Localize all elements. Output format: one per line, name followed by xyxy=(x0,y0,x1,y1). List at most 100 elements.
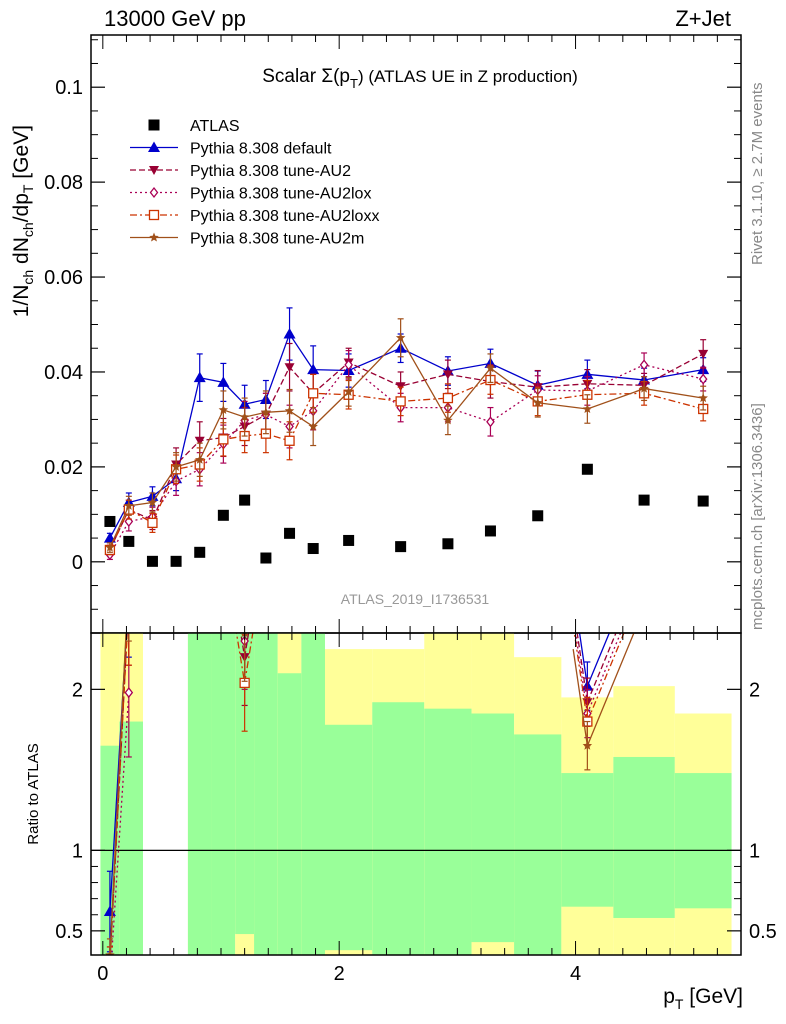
ratio-y-tick-label: 0.5 xyxy=(55,921,83,943)
ratio-panel: 0.5 0.5 1 1 2 2 0 2 4 xyxy=(55,448,777,985)
series-1-point xyxy=(283,328,296,339)
header-right: Z+Jet xyxy=(675,6,731,31)
legend-marker xyxy=(148,209,160,221)
legend-marker xyxy=(149,186,159,199)
ratio-line xyxy=(245,448,269,593)
series-2-point xyxy=(698,349,709,359)
ratio-point xyxy=(123,587,135,598)
series-0-point xyxy=(170,555,182,567)
series-1-point xyxy=(307,363,320,375)
legend-marker xyxy=(149,232,159,242)
series-1 xyxy=(103,307,710,544)
ratio-line xyxy=(111,692,130,955)
series-0-point xyxy=(260,552,272,564)
analysis-id: ATLAS_2019_I1736531 xyxy=(341,591,490,607)
chart-title-main: Scalar Σ(p xyxy=(262,66,350,87)
series-1-point xyxy=(193,371,206,383)
series-5-line xyxy=(109,336,704,548)
y-tick-label: 0.02 xyxy=(44,457,83,479)
x-tick-label: 4 xyxy=(570,963,581,985)
ratio-y-tick-label-right: 2 xyxy=(749,679,760,701)
series-0-point xyxy=(146,555,158,567)
ratio-panel-marks xyxy=(91,448,741,955)
legend-entry-2: Pythia 8.308 tune-AU2 xyxy=(130,163,351,180)
ratio-line xyxy=(586,633,611,687)
band-green-9 xyxy=(372,702,425,955)
ratio-point xyxy=(124,572,134,581)
band-green-3 xyxy=(211,633,236,955)
x-tick-label: 2 xyxy=(334,963,345,985)
band-green-5 xyxy=(254,633,278,955)
band-green-2 xyxy=(187,633,212,955)
x-axis-label-main: p xyxy=(663,985,675,1008)
series-3-point xyxy=(698,373,708,385)
series-4-point xyxy=(308,388,319,399)
band-green-7 xyxy=(301,633,325,955)
y-tick-label: 0.1 xyxy=(55,77,83,99)
legend-label: ATLAS xyxy=(190,118,240,135)
header-left: 13000 GeV pp xyxy=(104,6,246,31)
series-1-line xyxy=(109,332,704,539)
band-green-15 xyxy=(674,773,732,909)
series-0-point xyxy=(104,515,116,527)
series-5 xyxy=(105,318,708,553)
rivet-label: Rivet 3.1.10, ≥ 2.7M events xyxy=(749,83,766,266)
series-0-point xyxy=(239,494,251,506)
series-5-point xyxy=(218,404,229,414)
series-4-point xyxy=(395,396,406,407)
series-0-point xyxy=(217,509,229,521)
y-tick-label: 0.06 xyxy=(44,267,83,289)
band-green-4 xyxy=(235,633,255,935)
series-4-point xyxy=(147,517,158,529)
legend-entry-5: Pythia 8.308 tune-AU2m xyxy=(130,231,364,248)
series-5-point xyxy=(443,415,453,425)
ratio-y-tick-label: 2 xyxy=(72,679,83,701)
ratio-line xyxy=(578,633,589,687)
chart-title-sub: T xyxy=(350,76,358,91)
series-5-point xyxy=(105,542,115,552)
series-5-point xyxy=(582,403,593,414)
series-5-point xyxy=(639,383,649,393)
series-3-point xyxy=(344,359,353,371)
x-tick-label: 0 xyxy=(97,963,108,985)
legend-label: Pythia 8.308 tune-AU2lox xyxy=(190,186,371,203)
x-axis-label: pT [GeV] xyxy=(663,985,743,1012)
ratio-series-4 xyxy=(105,572,635,955)
series-5-point xyxy=(171,461,181,471)
ratio-line xyxy=(586,633,635,746)
series-5-point xyxy=(485,363,496,373)
series-4-point xyxy=(442,392,454,404)
series-2-point xyxy=(442,370,453,380)
chart-title: Scalar Σ(pT) (ATLAS UE in Z production) xyxy=(262,66,578,91)
ratio-panel-frame xyxy=(90,632,742,956)
series-5-point xyxy=(239,412,250,422)
ratio-point xyxy=(239,587,251,598)
legend-entry-1: Pythia 8.308 default xyxy=(130,141,332,158)
series-0 xyxy=(104,463,709,567)
y-tick-label: 0.08 xyxy=(44,172,83,194)
series-0-point xyxy=(484,525,496,537)
series-5-point xyxy=(308,421,318,431)
legend-label: Pythia 8.308 tune-AU2 xyxy=(190,163,351,180)
series-5-point xyxy=(395,332,406,342)
series-0-point xyxy=(284,527,296,539)
series-5-point xyxy=(261,407,271,417)
series-4-line xyxy=(109,379,704,551)
main-panel-marks xyxy=(103,307,710,567)
band-green-1 xyxy=(119,721,143,955)
x-axis-label-rest: [GeV] xyxy=(683,985,743,1008)
band-green-12 xyxy=(514,734,562,955)
legend-label: Pythia 8.308 default xyxy=(190,141,332,158)
series-5-point xyxy=(698,393,708,403)
legend-marker xyxy=(149,166,159,175)
ratio-y-tick-label-right: 1 xyxy=(749,840,760,862)
ratio-line xyxy=(235,633,246,684)
series-3-point xyxy=(486,416,495,428)
ratio-line xyxy=(576,633,589,703)
main-panel: 0 0.02 0.04 0.06 0.08 0.1 xyxy=(44,34,742,634)
legend-marker xyxy=(148,141,160,152)
legend-entry-4: Pythia 8.308 tune-AU2loxx xyxy=(130,208,379,225)
band-green-8 xyxy=(325,724,373,951)
y-axis-label: 1/Nch dNch/dpT [GeV] xyxy=(10,125,36,317)
